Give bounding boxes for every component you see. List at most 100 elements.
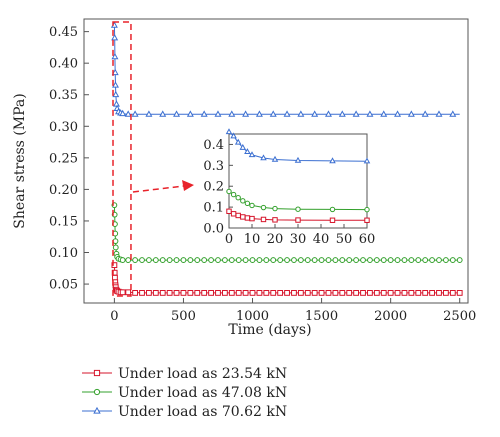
series-marker-0 — [442, 290, 449, 296]
legend-marker-1 — [93, 388, 101, 396]
inset-x-tick-label: 50 — [336, 232, 353, 247]
inset-series-marker-1 — [364, 206, 370, 213]
series-marker-0 — [242, 290, 249, 296]
series-marker-2 — [435, 110, 443, 117]
inset-x-tick-label: 30 — [290, 232, 307, 247]
y-tick-label: 0.20 — [49, 183, 78, 198]
series-marker-0 — [159, 290, 166, 296]
series-marker-1 — [277, 257, 284, 263]
series-marker-0 — [166, 290, 173, 296]
inset-series-marker-1 — [260, 204, 267, 211]
inset-series-marker-1 — [272, 205, 278, 212]
series-marker-1 — [132, 257, 139, 263]
y-tick-label: 0.30 — [49, 120, 78, 135]
x-tick-label: 2000 — [374, 309, 407, 324]
inset-series-marker-0 — [364, 217, 370, 223]
series-marker-1 — [380, 257, 387, 263]
series-marker-2 — [159, 110, 167, 117]
inset-series-marker-2 — [230, 132, 237, 139]
series-marker-0 — [215, 290, 221, 296]
series-marker-1 — [166, 257, 173, 263]
series-marker-1 — [125, 257, 132, 263]
series-marker-1 — [401, 257, 408, 263]
series-marker-1 — [242, 257, 249, 263]
series-marker-0 — [360, 290, 366, 296]
x-tick-label: 0 — [110, 309, 118, 324]
series-marker-2 — [119, 109, 127, 117]
inset-series-marker-0 — [226, 208, 232, 214]
inset-series-marker-1 — [235, 195, 241, 201]
series-marker-0 — [346, 290, 353, 296]
series-marker-2 — [242, 110, 250, 117]
series-marker-1 — [456, 257, 463, 263]
series-marker-2 — [214, 110, 222, 117]
series-marker-1 — [415, 257, 422, 263]
inset-series-marker-1 — [329, 206, 336, 213]
legend-label-1: Under load as 47.08 kN — [118, 385, 287, 401]
series-marker-0 — [119, 289, 126, 296]
main-ticks: 0 500 1000 1500 2000 25000.050.100.150.200.25… — [49, 25, 476, 324]
series-marker-0 — [394, 290, 401, 296]
series-marker-1 — [263, 257, 270, 263]
series-marker-0 — [422, 290, 429, 296]
series-marker-2 — [325, 110, 332, 117]
series-marker-0 — [353, 290, 360, 296]
series-marker-1 — [221, 257, 228, 263]
inset-series-marker-1 — [230, 191, 237, 198]
series-marker-1 — [159, 257, 166, 263]
inset-series-marker-0 — [295, 217, 301, 223]
series-marker-0 — [429, 290, 435, 296]
x-tick-label: 2500 — [443, 309, 476, 324]
inset-y-tick-label: 0.0 — [203, 222, 224, 237]
series-marker-0 — [367, 290, 373, 296]
series-marker-1 — [304, 257, 311, 263]
series-marker-0 — [291, 290, 297, 296]
inset-series-marker-2 — [225, 128, 233, 135]
inset-y-tick-label: 0.1 — [203, 201, 224, 216]
series-marker-1 — [311, 257, 318, 263]
inset-series-marker-2 — [294, 156, 302, 163]
series-line-0 — [113, 265, 460, 294]
series-marker-1 — [373, 257, 380, 263]
series-marker-2 — [124, 110, 132, 117]
series-marker-2 — [111, 68, 119, 76]
x-tick-label: 1500 — [305, 309, 338, 324]
series-marker-1 — [339, 257, 346, 263]
series-marker-0 — [201, 290, 208, 296]
series-marker-2 — [352, 110, 360, 117]
series-marker-1 — [346, 257, 353, 263]
series-marker-1 — [119, 257, 126, 263]
series-marker-1 — [146, 257, 152, 263]
series-marker-0 — [387, 290, 394, 296]
inset-series-marker-0 — [235, 212, 241, 219]
series-marker-0 — [318, 290, 325, 296]
inset-series-marker-1 — [295, 206, 301, 212]
zoom-arrowhead — [182, 180, 194, 191]
series-marker-1 — [325, 257, 332, 263]
series-marker-0 — [249, 290, 256, 296]
legend-marker-0 — [93, 369, 101, 377]
series-marker-0 — [180, 290, 187, 296]
series-marker-1 — [187, 257, 194, 263]
inset-series-marker-0 — [329, 217, 336, 223]
x-tick-label: 500 — [171, 309, 196, 324]
series-marker-0 — [208, 290, 214, 296]
series-marker-0 — [325, 290, 332, 296]
series-marker-0 — [277, 290, 284, 296]
series-marker-2 — [297, 110, 305, 117]
series-marker-1 — [284, 257, 290, 263]
series-marker-2 — [380, 110, 388, 117]
y-tick-label: 0.45 — [49, 25, 78, 40]
series-marker-2 — [112, 100, 120, 107]
series-marker-1 — [422, 257, 429, 263]
series-marker-0 — [125, 289, 132, 296]
inset-series-marker-0 — [244, 215, 251, 221]
inset-y-tick-label: 0.4 — [203, 138, 224, 153]
series-marker-2 — [366, 110, 374, 117]
legend-label-0: Under load as 23.54 kN — [118, 366, 287, 382]
inset-x-tick-label: 60 — [359, 232, 376, 247]
series-marker-1 — [152, 257, 159, 263]
series-marker-1 — [291, 257, 297, 263]
series-marker-2 — [228, 110, 236, 117]
series-marker-2 — [186, 110, 194, 117]
